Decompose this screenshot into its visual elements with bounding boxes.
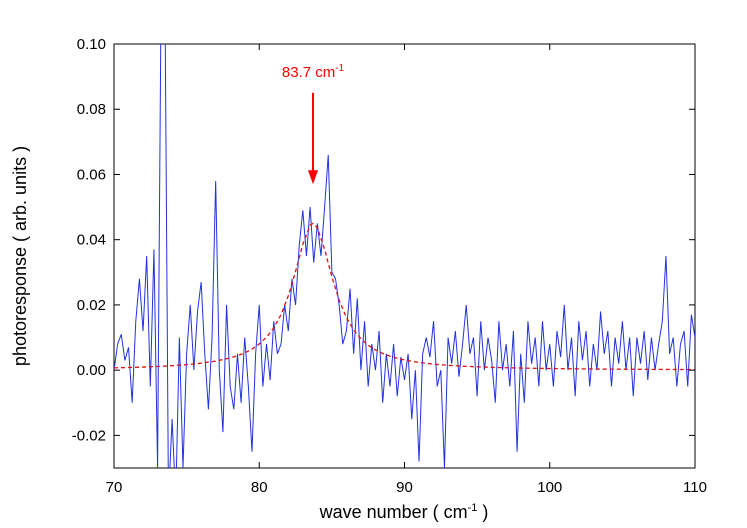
annotation-text: 83.7 cm: [282, 64, 335, 81]
annotation-sup: -1: [335, 63, 344, 74]
annotation-label: 83.7 cm-1: [282, 63, 345, 81]
y-tick-label: 0.10: [77, 36, 106, 53]
x-tick-label: 90: [396, 479, 413, 496]
y-axis-label: photoresponse ( arb. units ): [10, 146, 30, 366]
x-tick-label: 110: [683, 479, 707, 496]
data-line: [114, 44, 695, 468]
x-axis-label: wave number ( cm-1 ): [319, 502, 489, 522]
fit-curve: [114, 222, 695, 371]
y-tick-label: 0.06: [77, 166, 106, 183]
plot-area: [114, 44, 695, 468]
x-label-text: ): [477, 502, 488, 522]
x-label-sup: -1: [468, 502, 478, 514]
x-tick-label: 80: [251, 479, 268, 496]
y-tick-label: 0.08: [77, 101, 106, 118]
y-tick-label: 0.04: [77, 232, 106, 249]
x-tick-label: 70: [106, 479, 123, 496]
y-tick-label: 0.02: [77, 297, 106, 314]
y-tick-label: -0.02: [72, 427, 106, 444]
arrow-head: [307, 170, 318, 185]
x-label-text: wave number ( cm: [319, 502, 468, 522]
y-tick-label: 0.00: [77, 362, 106, 379]
plot-frame: [113, 43, 696, 469]
x-tick-label: 100: [537, 479, 562, 496]
